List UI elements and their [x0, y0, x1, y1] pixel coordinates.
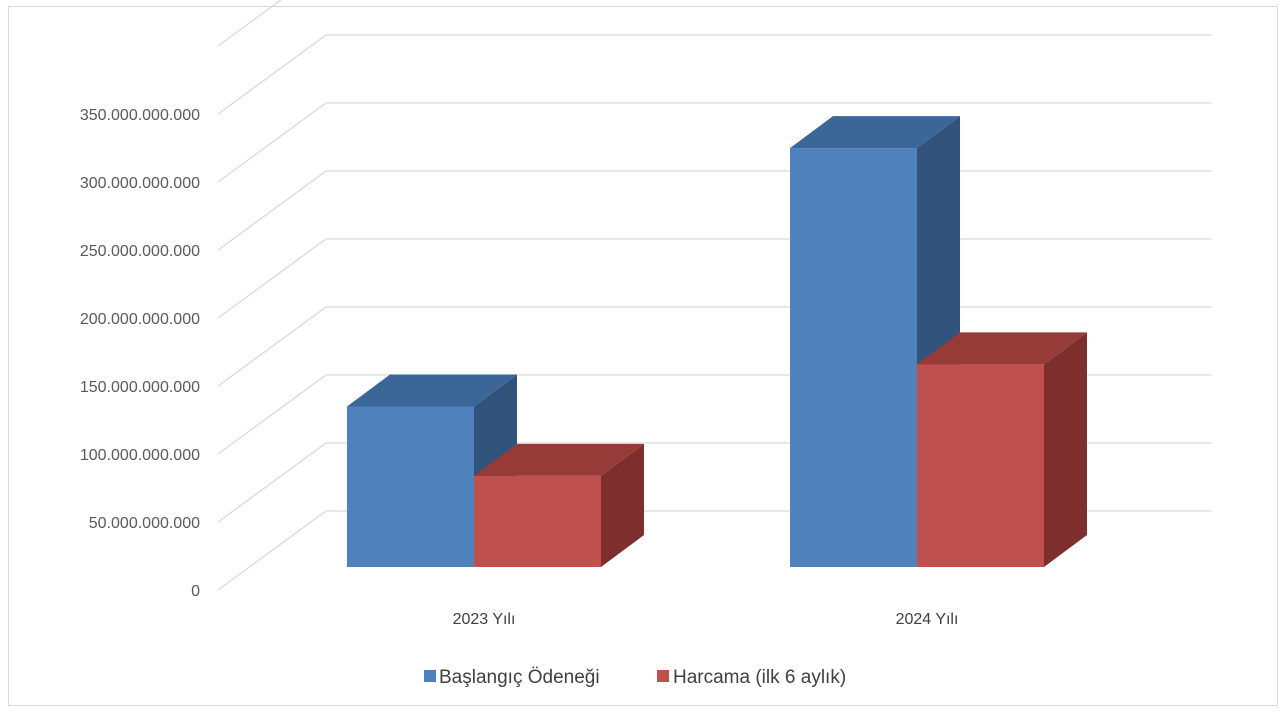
gridline-side: [217, 238, 327, 319]
y-tick-label: 300.000.000.000: [80, 175, 200, 192]
legend-swatch: [424, 670, 436, 682]
y-tick-label: 200.000.000.000: [80, 311, 200, 328]
gridline-side: [217, 34, 327, 115]
bar: [347, 406, 474, 567]
bar-top: [917, 332, 1087, 365]
x-tick-label: 2024 Yılı: [896, 611, 959, 628]
y-tick-label: 150.000.000.000: [80, 379, 200, 396]
gridline-side: [217, 374, 327, 455]
y-tick-label: 50.000.000.000: [89, 515, 200, 532]
bar-side: [601, 443, 644, 567]
y-tick-label: 100.000.000.000: [80, 447, 200, 464]
bar: [917, 364, 1044, 567]
legend-label: Başlangıç Ödeneği: [439, 667, 600, 688]
bar: [790, 148, 917, 567]
bar-side: [1044, 332, 1087, 567]
gridline-side: [217, 306, 327, 387]
gridline-side: [217, 442, 327, 523]
bar-top: [790, 116, 960, 149]
y-tick-label: 350.000.000.000: [80, 107, 200, 124]
y-tick-label: 0: [191, 583, 200, 600]
legend-swatch: [657, 670, 669, 682]
y-tick-label: 250.000.000.000: [80, 243, 200, 260]
bar-top: [347, 374, 517, 407]
bar-top: [474, 443, 644, 476]
legend-label: Harcama (ilk 6 aylık): [673, 667, 846, 688]
x-tick-label: 2023 Yılı: [453, 611, 516, 628]
bar: [474, 475, 601, 567]
gridline-side: [217, 170, 327, 251]
gridline-side: [217, 0, 282, 47]
gridline-side: [217, 102, 327, 183]
gridline-side: [217, 510, 327, 591]
